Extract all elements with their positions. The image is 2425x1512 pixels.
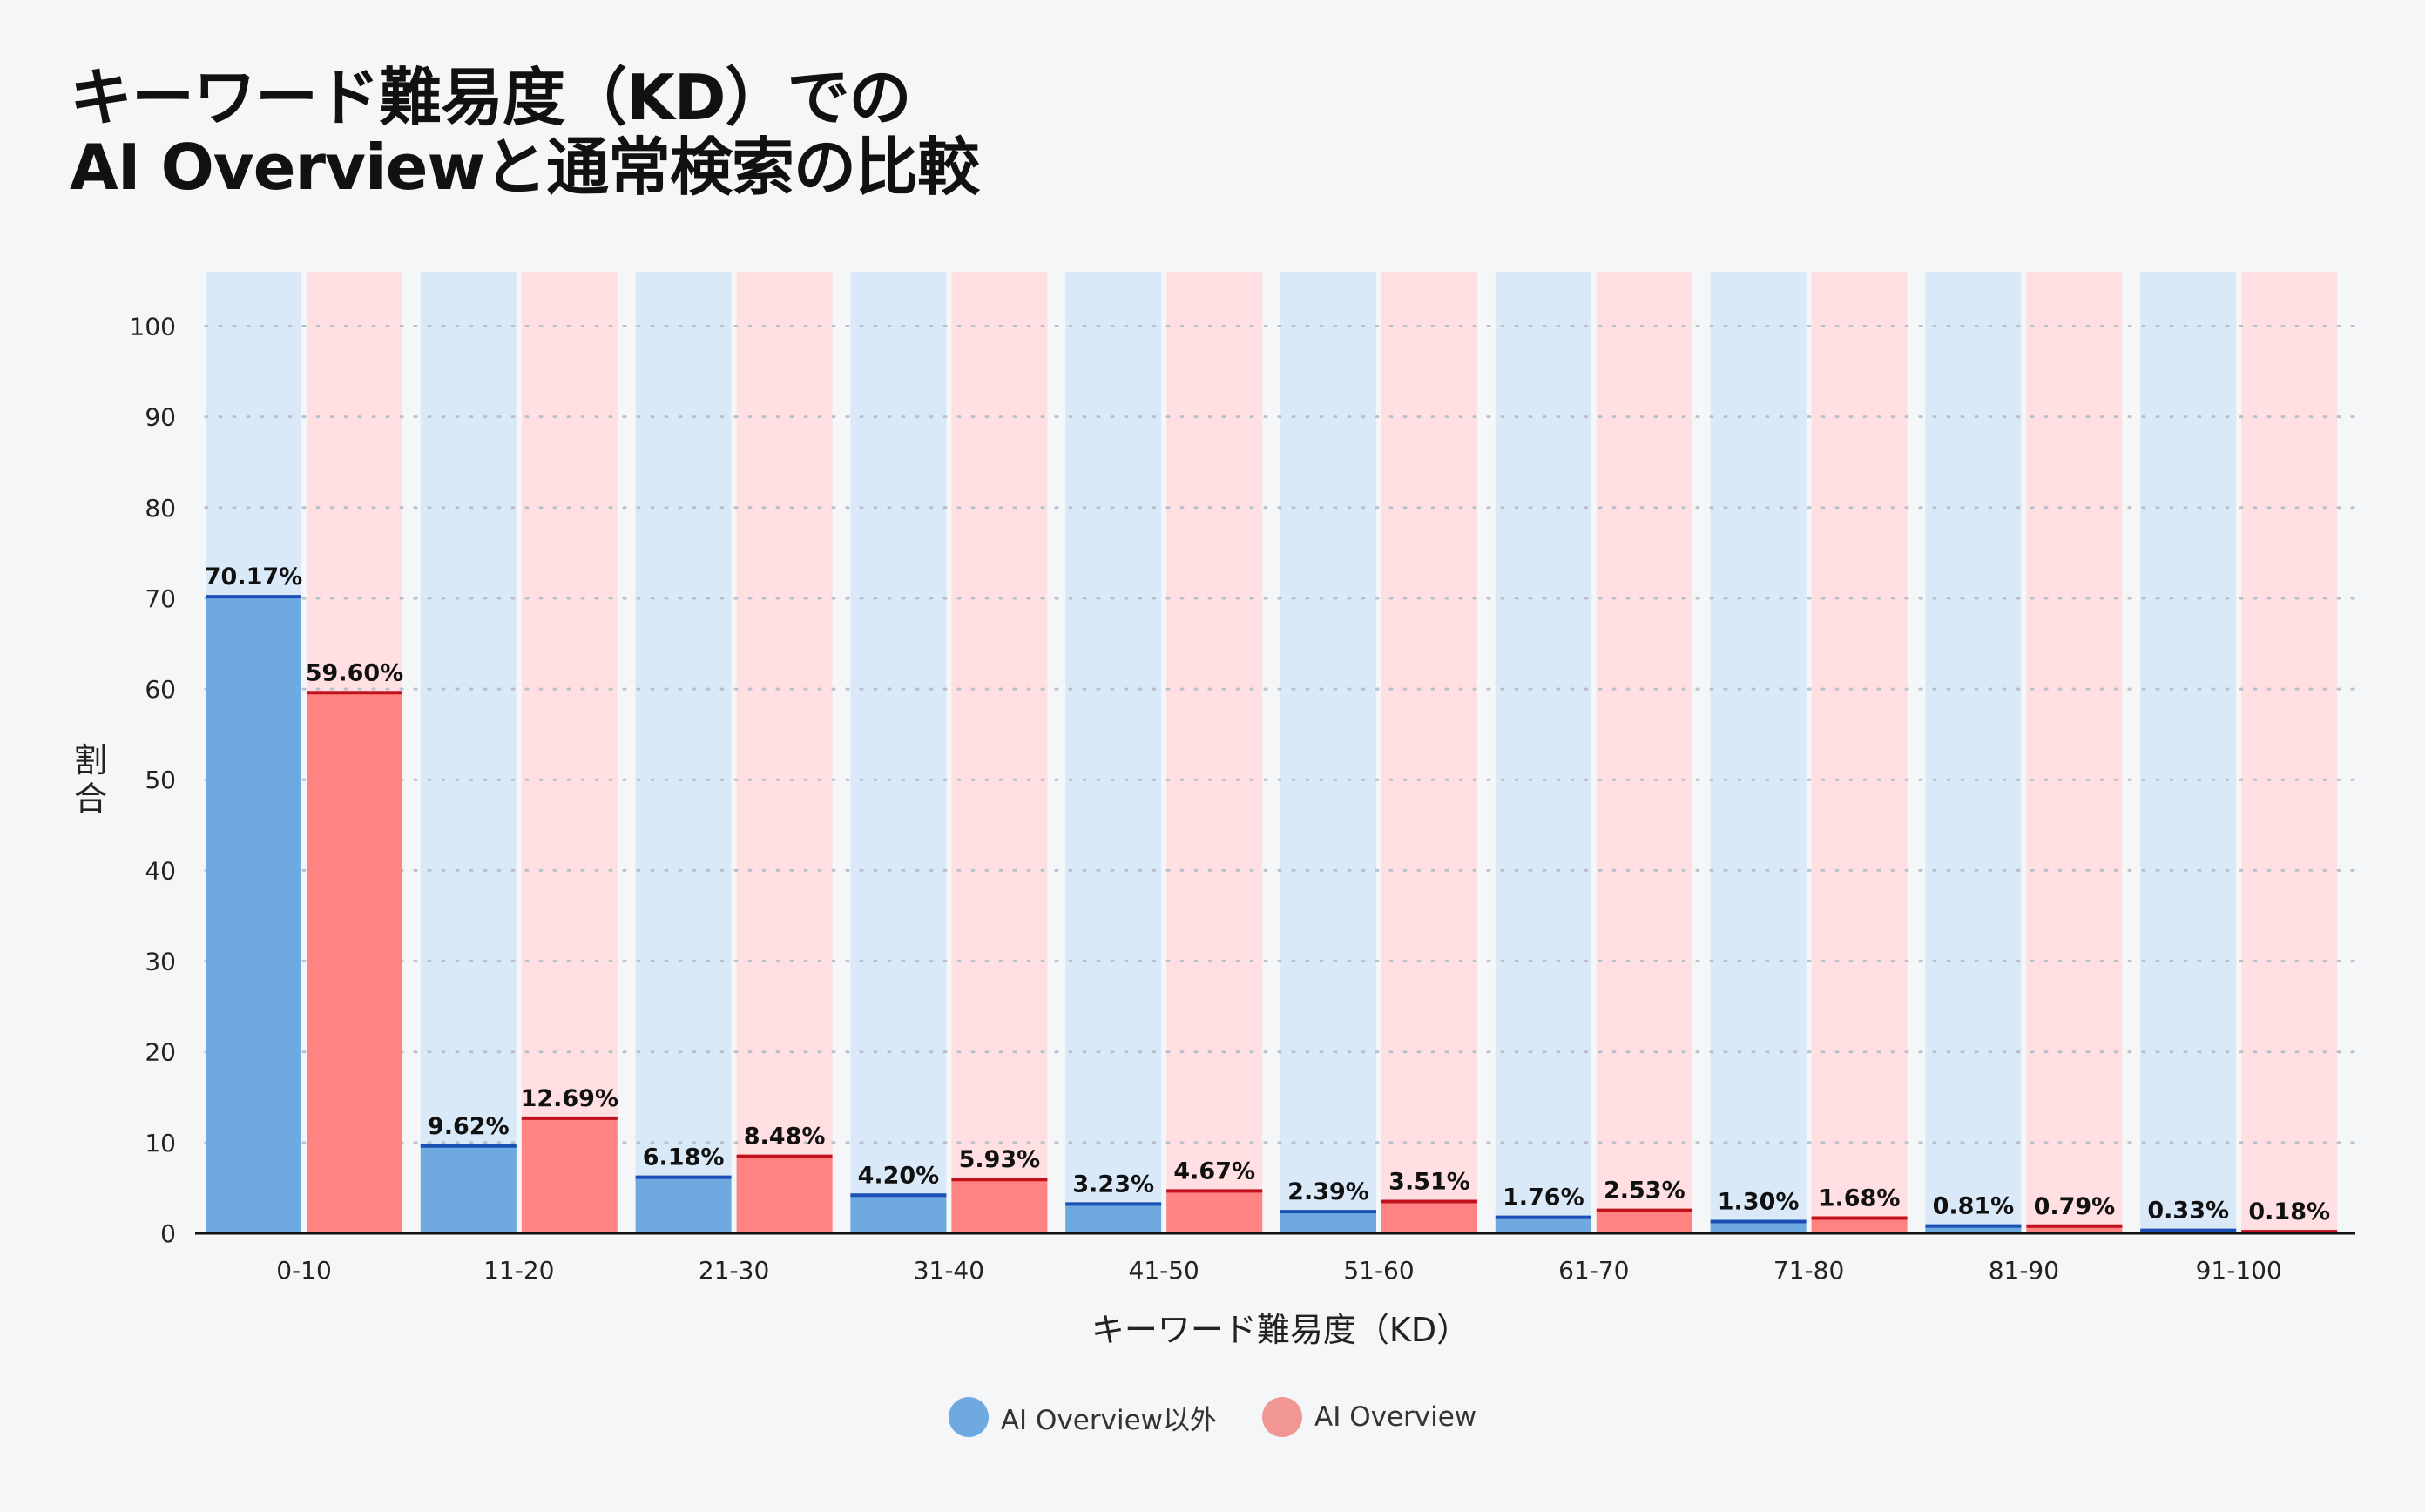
- x-tick-label-11-20: 11-20: [483, 1256, 554, 1285]
- bar-0-10-s1: [206, 597, 301, 1233]
- y-tick-label-20: 20: [145, 1038, 176, 1067]
- value-label-51-60-s2: 3.51%: [1388, 1168, 1470, 1195]
- y-tick-label-50: 50: [145, 766, 176, 794]
- column-bg-91-100-s1: [2140, 272, 2237, 1233]
- bar-71-80-s1: [1710, 1221, 1807, 1233]
- bar-11-20-s2: [521, 1117, 618, 1233]
- value-label-81-90-s1: 0.81%: [1933, 1193, 2015, 1220]
- column-bg-71-80-s2: [1811, 272, 1908, 1233]
- value-label-41-50-s1: 3.23%: [1072, 1171, 1154, 1198]
- bar-81-90-s2: [2026, 1225, 2123, 1233]
- column-bg-51-60-s2: [1381, 272, 1477, 1233]
- chart-title-line-2: AI Overviewと通常検索の比較: [70, 131, 980, 204]
- value-label-41-50-s2: 4.67%: [1173, 1158, 1255, 1185]
- y-tick-label-80: 80: [145, 494, 176, 523]
- bar-0-10-s2: [307, 692, 402, 1233]
- y-tick-label-30: 30: [145, 948, 176, 976]
- value-label-91-100-s2: 0.18%: [2248, 1198, 2330, 1225]
- bars: [206, 595, 2338, 1234]
- column-bg-81-90-s2: [2026, 272, 2123, 1233]
- bar-21-30-s1: [635, 1177, 732, 1233]
- legend-label-series-2: AI Overview: [1314, 1401, 1477, 1433]
- value-label-0-10-s1: 70.17%: [205, 564, 302, 591]
- value-label-71-80-s1: 1.30%: [1718, 1188, 1800, 1215]
- chart-title-line-1: キーワード難易度（KD）での: [70, 61, 912, 134]
- y-axis-title-char: 割: [74, 741, 107, 780]
- value-label-91-100-s1: 0.33%: [2147, 1198, 2229, 1225]
- x-tick-label-81-90: 81-90: [1989, 1256, 2059, 1285]
- y-tick-label-70: 70: [145, 584, 176, 613]
- column-bg-31-40-s2: [951, 272, 1048, 1233]
- bar-71-80-s2: [1811, 1218, 1908, 1233]
- chart-title: キーワード難易度（KD）での AI Overviewと通常検索の比較: [70, 61, 980, 204]
- value-label-31-40-s2: 5.93%: [959, 1146, 1041, 1173]
- y-tick-label-10: 10: [145, 1129, 176, 1158]
- x-tick-label-61-70: 61-70: [1558, 1256, 1629, 1285]
- bar-21-30-s2: [736, 1156, 833, 1233]
- x-tick-label-51-60: 51-60: [1343, 1256, 1414, 1285]
- column-bg-31-40-s1: [850, 272, 947, 1233]
- gridlines: [204, 324, 2357, 1144]
- legend-swatch-series-1: [948, 1397, 989, 1437]
- value-label-11-20-s2: 12.69%: [521, 1085, 618, 1112]
- y-tick-label-0: 0: [160, 1219, 176, 1248]
- x-tick-label-31-40: 31-40: [914, 1256, 984, 1285]
- bar-31-40-s2: [951, 1179, 1048, 1233]
- legend-label-series-1: AI Overview以外: [1000, 1404, 1217, 1436]
- y-tick-label-40: 40: [145, 856, 176, 885]
- bar-51-60-s2: [1381, 1201, 1477, 1233]
- value-label-21-30-s1: 6.18%: [643, 1144, 725, 1171]
- column-bg-51-60-s1: [1280, 272, 1376, 1233]
- column-bg-61-70-s2: [1596, 272, 1692, 1233]
- axes: 0-10 11-20 21-30 31-40 41-50 51-60 61-70 71-80 8…: [130, 312, 2355, 1285]
- x-axis-title: キーワード難易度（KD）: [1091, 1311, 1469, 1349]
- y-axis-title-char: 合: [74, 780, 107, 818]
- x-tick-label-0-10: 0-10: [276, 1256, 332, 1285]
- y-axis-title: 割合: [74, 741, 107, 818]
- legend-swatch-series-2: [1262, 1397, 1302, 1437]
- column-bg-21-30-s2: [736, 272, 833, 1233]
- value-label-51-60-s1: 2.39%: [1287, 1178, 1369, 1205]
- value-label-21-30-s2: 8.48%: [744, 1124, 826, 1151]
- column-bg-61-70-s1: [1495, 272, 1591, 1233]
- column-bg-81-90-s1: [1925, 272, 2022, 1233]
- x-tick-label-91-100: 91-100: [2196, 1256, 2282, 1285]
- bar-81-90-s1: [1925, 1225, 2022, 1233]
- value-labels: 70.17% 59.60% 9.62% 12.69% 6.18% 8.48% 4.20% 5.…: [205, 564, 2330, 1225]
- legend: AI Overview以外 AI Overview: [0, 1397, 2425, 1437]
- bar-61-70-s1: [1495, 1217, 1591, 1233]
- column-bg-11-20-s1: [420, 272, 517, 1233]
- column-backgrounds: [206, 272, 2338, 1233]
- column-bg-41-50-s2: [1166, 272, 1263, 1233]
- y-tick-label-60: 60: [145, 675, 176, 704]
- value-label-31-40-s1: 4.20%: [858, 1162, 940, 1189]
- bar-41-50-s1: [1065, 1204, 1162, 1233]
- x-tick-label-41-50: 41-50: [1129, 1256, 1199, 1285]
- bar-51-60-s1: [1280, 1212, 1376, 1233]
- value-label-11-20-s1: 9.62%: [428, 1113, 510, 1140]
- column-bg-71-80-s1: [1710, 272, 1807, 1233]
- value-label-61-70-s2: 2.53%: [1604, 1178, 1685, 1205]
- bar-11-20-s1: [420, 1145, 517, 1233]
- y-tick-label-100: 100: [130, 312, 176, 341]
- column-bg-91-100-s2: [2241, 272, 2338, 1233]
- value-label-61-70-s1: 1.76%: [1503, 1185, 1584, 1212]
- column-bg-11-20-s2: [521, 272, 618, 1233]
- bar-31-40-s1: [850, 1195, 947, 1233]
- legend-item-series-2[interactable]: AI Overview: [1262, 1397, 1476, 1437]
- bar-61-70-s2: [1596, 1210, 1692, 1233]
- column-bg-41-50-s1: [1065, 272, 1162, 1233]
- legend-item-series-1[interactable]: AI Overview以外: [948, 1397, 1217, 1437]
- x-tick-label-21-30: 21-30: [699, 1256, 769, 1285]
- bar-41-50-s2: [1166, 1191, 1263, 1233]
- value-label-81-90-s2: 0.79%: [2034, 1193, 2116, 1220]
- value-label-0-10-s2: 59.60%: [306, 659, 403, 686]
- x-tick-label-71-80: 71-80: [1773, 1256, 1844, 1285]
- column-bg-21-30-s1: [635, 272, 732, 1233]
- value-label-71-80-s2: 1.68%: [1819, 1185, 1901, 1212]
- y-tick-label-90: 90: [145, 403, 176, 432]
